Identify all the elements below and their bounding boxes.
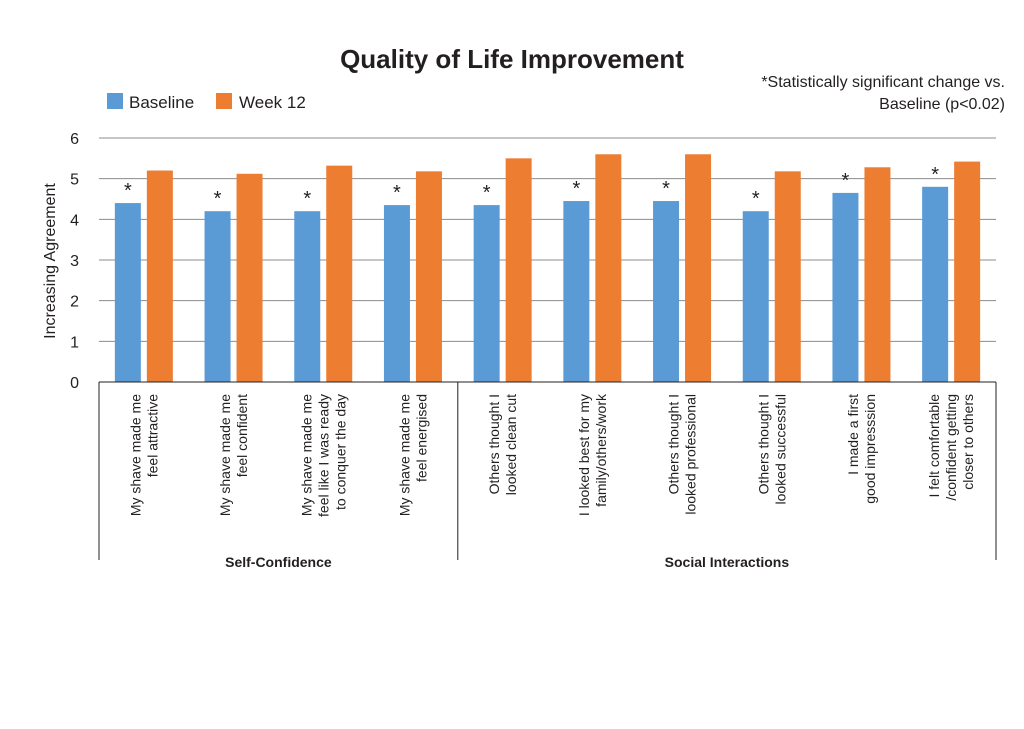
category-label-line: feel energised — [413, 394, 429, 482]
legend-label-baseline: Baseline — [129, 93, 194, 112]
bar-series — [114, 154, 981, 382]
significance-marker: * — [662, 178, 670, 200]
bar-baseline-5 — [473, 205, 500, 382]
bar-baseline-1 — [114, 203, 141, 382]
category-label-6: I looked best for myfamily/others/work — [576, 393, 609, 516]
category-label-9: I made a firstgood impresssion — [845, 394, 878, 504]
x-axis — [98, 381, 997, 560]
significance-marker: * — [483, 182, 491, 204]
bar-baseline-9 — [832, 192, 859, 382]
group-labels: Self-Confidence Social Interactions — [225, 554, 789, 570]
group-label-2: Social Interactions — [665, 554, 790, 570]
y-tick-label: 6 — [70, 131, 79, 148]
category-label-line: family/others/work — [593, 393, 609, 507]
category-label-2: My shave made mefeel confident — [217, 394, 250, 516]
y-tick-label: 0 — [70, 375, 79, 392]
category-label-line: feel attractive — [144, 394, 160, 477]
significance-marker: * — [931, 164, 939, 186]
category-label-8: Others thought Ilooked successful — [755, 394, 788, 505]
category-label-line: I made a first — [845, 394, 861, 475]
y-tick-label: 1 — [70, 334, 79, 351]
category-label-10: I felt comfortable/confident gettingclos… — [926, 394, 976, 501]
significance-markers: * * * * * * * * * * — [124, 164, 939, 210]
y-axis-ticks: 0 1 2 3 4 5 6 — [70, 131, 79, 392]
category-label-line: Others thought I — [666, 394, 682, 494]
bar-baseline-8 — [742, 211, 769, 382]
bar-week12-3 — [326, 165, 353, 382]
bar-week12-10 — [954, 161, 981, 382]
y-tick-label: 3 — [70, 253, 79, 270]
category-label-line: My shave made me — [217, 394, 233, 516]
gridlines — [99, 137, 996, 342]
y-tick-label: 2 — [70, 294, 79, 311]
bar-week12-7 — [685, 154, 712, 382]
y-axis-label: Increasing Agreement — [42, 183, 59, 339]
bar-week12-2 — [236, 173, 263, 382]
bar-week12-8 — [774, 171, 801, 382]
category-label-line: looked clean cut — [503, 394, 519, 495]
bar-week12-6 — [595, 154, 622, 382]
category-label-line: looked successful — [772, 394, 788, 505]
significance-marker: * — [393, 182, 401, 204]
category-label-line: looked professional — [683, 394, 699, 515]
category-label-7: Others thought Ilooked professional — [666, 394, 699, 515]
category-label-line: good impresssion — [862, 394, 878, 504]
category-labels: My shave made mefeel attractive My shave … — [127, 393, 976, 517]
category-label-line: Others thought I — [755, 394, 771, 494]
bar-week12-9 — [864, 167, 891, 382]
category-label-line: closer to others — [960, 394, 976, 490]
chart-title: Quality of Life Improvement — [340, 44, 684, 74]
significance-marker: * — [752, 188, 760, 210]
significance-marker: * — [303, 188, 311, 210]
category-label-line: Others thought I — [486, 394, 502, 494]
category-label-line: feel like I was ready — [315, 394, 331, 517]
legend-swatch-baseline — [107, 93, 123, 109]
group-label-1: Self-Confidence — [225, 554, 332, 570]
significance-marker: * — [124, 180, 132, 202]
y-tick-label: 4 — [70, 212, 79, 229]
significance-note-line-1: *Statistically significant change vs. — [761, 74, 1005, 91]
y-tick-label: 5 — [70, 172, 79, 189]
significance-note-line-2: Baseline (p<0.02) — [879, 96, 1005, 113]
category-label-line: My shave made me — [298, 394, 314, 516]
bar-baseline-7 — [653, 201, 680, 382]
category-label-line: feel confident — [234, 394, 250, 477]
bar-baseline-6 — [563, 201, 590, 382]
bar-baseline-2 — [204, 211, 231, 382]
significance-marker: * — [842, 170, 850, 192]
category-label-5: Others thought Ilooked clean cut — [486, 394, 519, 495]
bar-baseline-10 — [922, 186, 949, 382]
significance-marker: * — [572, 178, 580, 200]
bar-week12-4 — [415, 171, 442, 382]
category-label-line: I looked best for my — [576, 394, 592, 516]
category-label-line: to conquer the day — [332, 394, 348, 510]
bar-baseline-4 — [383, 205, 410, 382]
significance-marker: * — [214, 188, 222, 210]
legend: Baseline Week 12 — [107, 93, 306, 112]
legend-swatch-week12 — [216, 93, 232, 109]
category-label-line: /confident getting — [943, 394, 959, 501]
bar-baseline-3 — [294, 211, 321, 382]
category-label-line: My shave made me — [396, 394, 412, 516]
category-label-4: My shave made mefeel energised — [396, 394, 429, 516]
bar-week12-5 — [505, 158, 532, 382]
category-label-line: My shave made me — [127, 394, 143, 516]
category-label-3: My shave made mefeel like I was readyto … — [298, 394, 348, 517]
category-label-1: My shave made mefeel attractive — [127, 394, 160, 516]
category-label-line: I felt comfortable — [926, 394, 942, 498]
legend-label-week12: Week 12 — [239, 93, 306, 112]
bar-week12-1 — [146, 170, 173, 382]
